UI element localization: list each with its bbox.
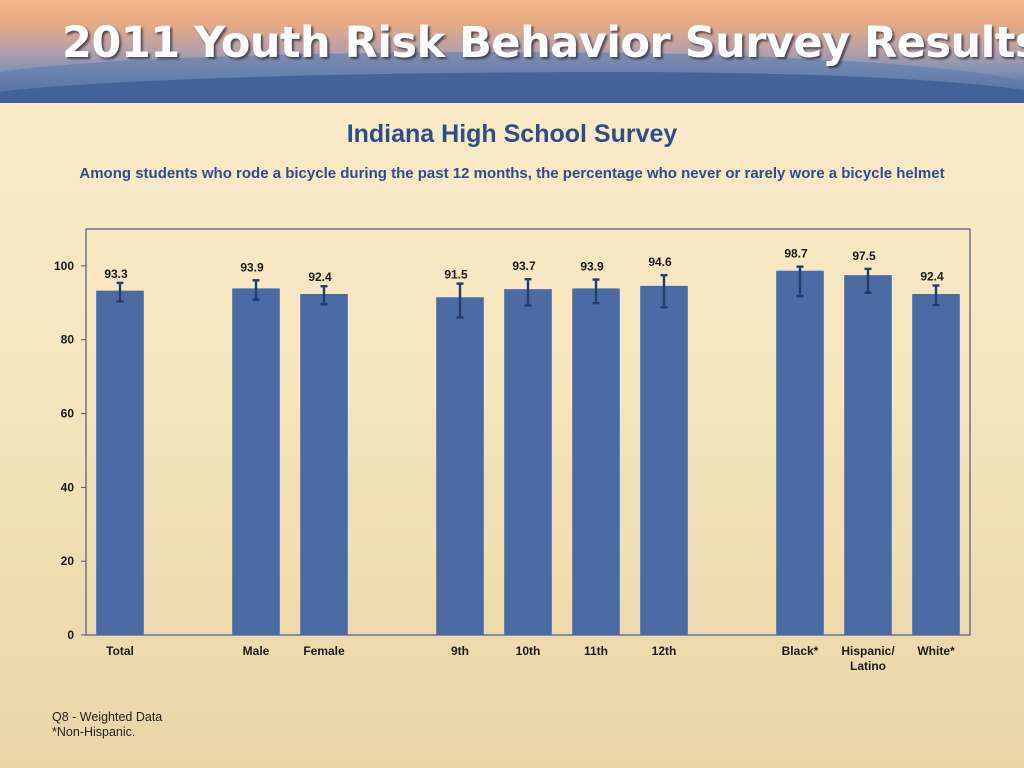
bar (844, 275, 892, 635)
bar (776, 270, 824, 635)
bar (436, 297, 484, 635)
title-banner: 2011 Youth Risk Behavior Survey Results (0, 0, 1024, 103)
x-tick-label: Black* (782, 644, 819, 658)
x-tick-label: 11th (584, 644, 608, 658)
x-tick-label: Latino (850, 659, 886, 673)
data-label: 94.6 (648, 255, 672, 269)
x-tick-label: 12th (652, 644, 677, 658)
data-label: 93.9 (580, 260, 604, 274)
bar (232, 288, 280, 635)
x-tick-label: 10th (516, 644, 541, 658)
bar (300, 293, 348, 635)
bar (96, 290, 144, 635)
y-tick-label: 100 (54, 259, 74, 273)
data-label: 93.9 (240, 260, 264, 274)
data-label: 98.7 (784, 247, 808, 261)
x-tick-label: Female (303, 644, 345, 658)
bar (640, 285, 688, 635)
bar (504, 289, 552, 635)
y-tick-label: 60 (61, 407, 75, 421)
data-label: 93.3 (104, 267, 128, 281)
banner-title: 2011 Youth Risk Behavior Survey Results (62, 18, 1024, 68)
data-label: 92.4 (920, 269, 944, 283)
data-label: 91.5 (444, 268, 468, 282)
bar (572, 288, 620, 635)
footnote-non-hispanic: *Non-Hispanic. (52, 725, 136, 739)
x-tick-label: Hispanic/ (841, 644, 895, 658)
x-tick-label: Total (106, 644, 134, 658)
y-tick-label: 20 (61, 554, 75, 568)
x-tick-label: White* (917, 644, 955, 658)
y-tick-label: 0 (67, 628, 74, 642)
data-label: 93.7 (512, 259, 536, 273)
y-tick-label: 40 (61, 480, 75, 494)
footnote-source: Q8 - Weighted Data (52, 710, 163, 724)
chart-subtitle: Among students who rode a bicycle during… (79, 165, 945, 182)
chart-title: Indiana High School Survey (346, 120, 678, 148)
y-tick-label: 80 (61, 333, 75, 347)
data-label: 92.4 (308, 270, 332, 284)
x-tick-label: 9th (451, 644, 469, 658)
data-label: 97.5 (852, 249, 876, 263)
x-tick-label: Male (243, 644, 270, 658)
bar (912, 293, 960, 635)
